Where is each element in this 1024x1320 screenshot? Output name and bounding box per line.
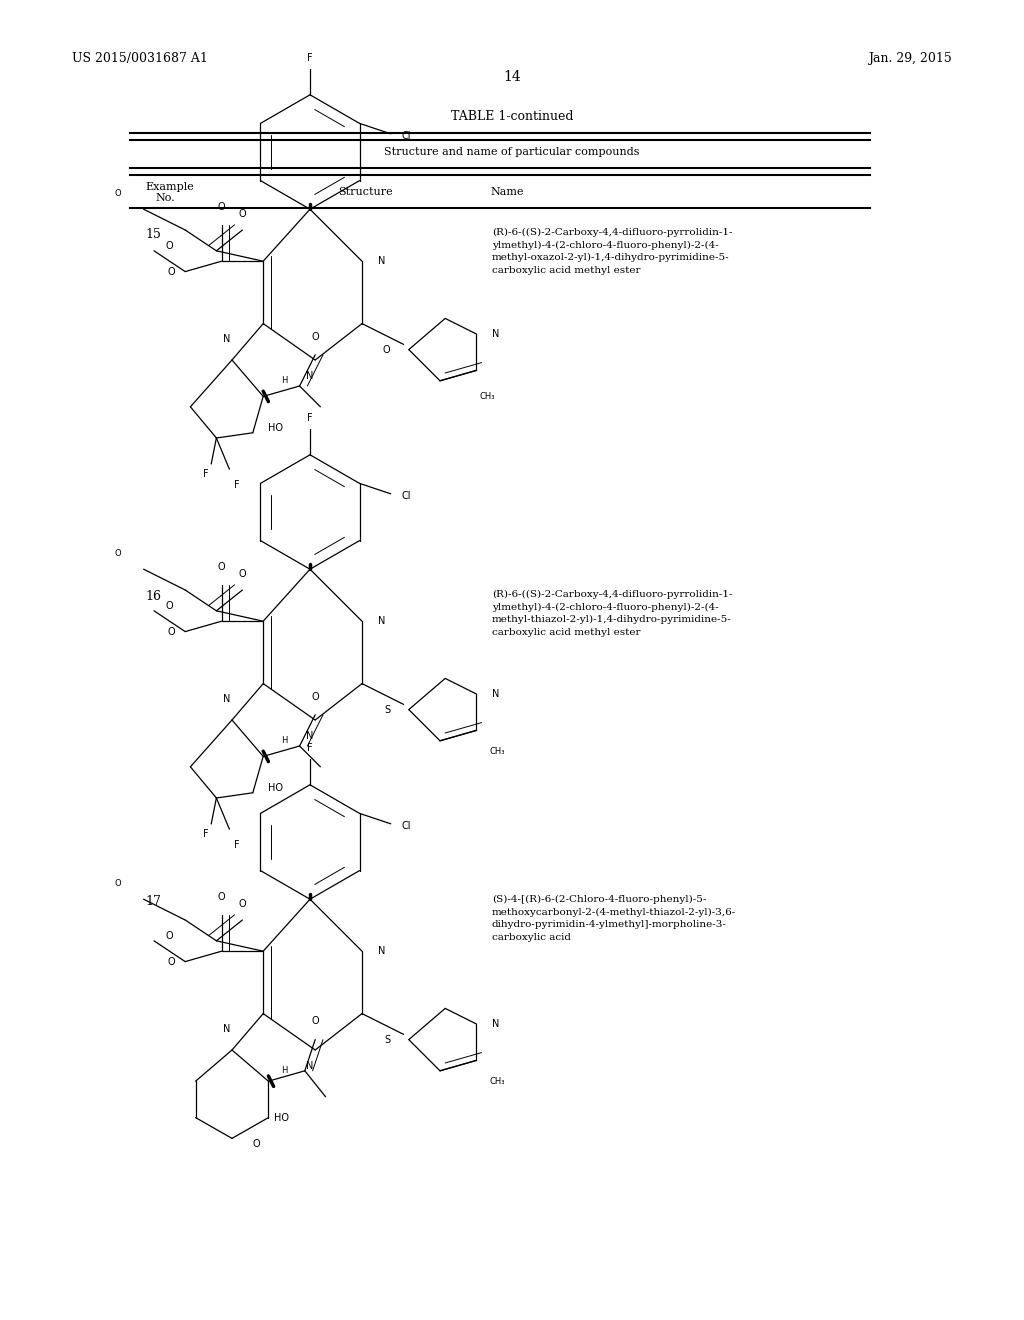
Text: O: O (166, 931, 173, 941)
Text: O: O (167, 267, 175, 277)
Text: 15: 15 (145, 228, 161, 242)
Text: F: F (234, 479, 240, 490)
Text: O: O (239, 569, 246, 579)
Text: N: N (223, 334, 230, 345)
Text: F: F (203, 470, 209, 479)
Text: N: N (378, 946, 385, 956)
Text: HO: HO (268, 783, 284, 792)
Text: CH₃: CH₃ (479, 392, 495, 401)
Text: (R)-6-((S)-2-Carboxy-4,4-difluoro-pyrrolidin-1-
ylmethyl)-4-(2-chloro-4-fluoro-p: (R)-6-((S)-2-Carboxy-4,4-difluoro-pyrrol… (492, 228, 732, 275)
Text: O: O (383, 345, 390, 355)
Text: N: N (306, 730, 313, 741)
Text: O: O (115, 549, 121, 558)
Text: N: N (223, 1024, 230, 1034)
Text: F: F (234, 840, 240, 850)
Text: O: O (218, 561, 225, 572)
Text: 14: 14 (503, 70, 521, 84)
Text: TABLE 1-continued: TABLE 1-continued (451, 110, 573, 123)
Text: HO: HO (268, 422, 284, 433)
Text: 17: 17 (145, 895, 161, 908)
Text: N: N (492, 329, 500, 339)
Text: O: O (115, 879, 121, 888)
Text: F: F (307, 53, 312, 63)
Text: Cl: Cl (401, 132, 411, 141)
Text: S: S (384, 1035, 390, 1044)
Text: N: N (306, 371, 313, 380)
Text: N: N (492, 1019, 500, 1030)
Text: N: N (306, 1060, 313, 1071)
Text: F: F (203, 829, 209, 840)
Text: Example: Example (145, 182, 194, 191)
Text: O: O (115, 189, 121, 198)
Text: (S)-4-[(R)-6-(2-Chloro-4-fluoro-phenyl)-5-
methoxycarbonyl-2-(4-methyl-thiazol-2: (S)-4-[(R)-6-(2-Chloro-4-fluoro-phenyl)-… (492, 895, 736, 941)
Text: H: H (281, 737, 287, 746)
Text: O: O (253, 1139, 260, 1148)
Text: O: O (311, 1016, 319, 1027)
Text: Cl: Cl (401, 491, 411, 502)
Text: HO: HO (273, 1113, 289, 1122)
Text: O: O (166, 601, 173, 611)
Text: N: N (492, 689, 500, 700)
Text: N: N (378, 256, 385, 267)
Text: Structure and name of particular compounds: Structure and name of particular compoun… (384, 147, 640, 157)
Text: O: O (167, 627, 175, 636)
Text: Cl: Cl (401, 821, 411, 832)
Text: CH₃: CH₃ (489, 1077, 505, 1085)
Text: O: O (239, 210, 246, 219)
Text: CH₃: CH₃ (489, 747, 505, 755)
Text: 16: 16 (145, 590, 161, 603)
Text: O: O (166, 240, 173, 251)
Text: No.: No. (155, 193, 175, 203)
Text: O: O (311, 331, 319, 342)
Text: H: H (281, 376, 287, 385)
Text: F: F (307, 413, 312, 424)
Text: H: H (281, 1067, 287, 1076)
Text: Name: Name (490, 187, 523, 197)
Text: S: S (384, 705, 390, 714)
Text: O: O (218, 891, 225, 902)
Text: Structure: Structure (338, 187, 392, 197)
Text: O: O (218, 202, 225, 211)
Text: N: N (223, 694, 230, 704)
Text: O: O (167, 957, 175, 966)
Text: (R)-6-((S)-2-Carboxy-4,4-difluoro-pyrrolidin-1-
ylmethyl)-4-(2-chloro-4-fluoro-p: (R)-6-((S)-2-Carboxy-4,4-difluoro-pyrrol… (492, 590, 732, 638)
Text: US 2015/0031687 A1: US 2015/0031687 A1 (72, 51, 208, 65)
Text: N: N (378, 616, 385, 626)
Text: Jan. 29, 2015: Jan. 29, 2015 (868, 51, 952, 65)
Text: O: O (311, 692, 319, 702)
Text: O: O (239, 899, 246, 909)
Text: F: F (307, 743, 312, 754)
